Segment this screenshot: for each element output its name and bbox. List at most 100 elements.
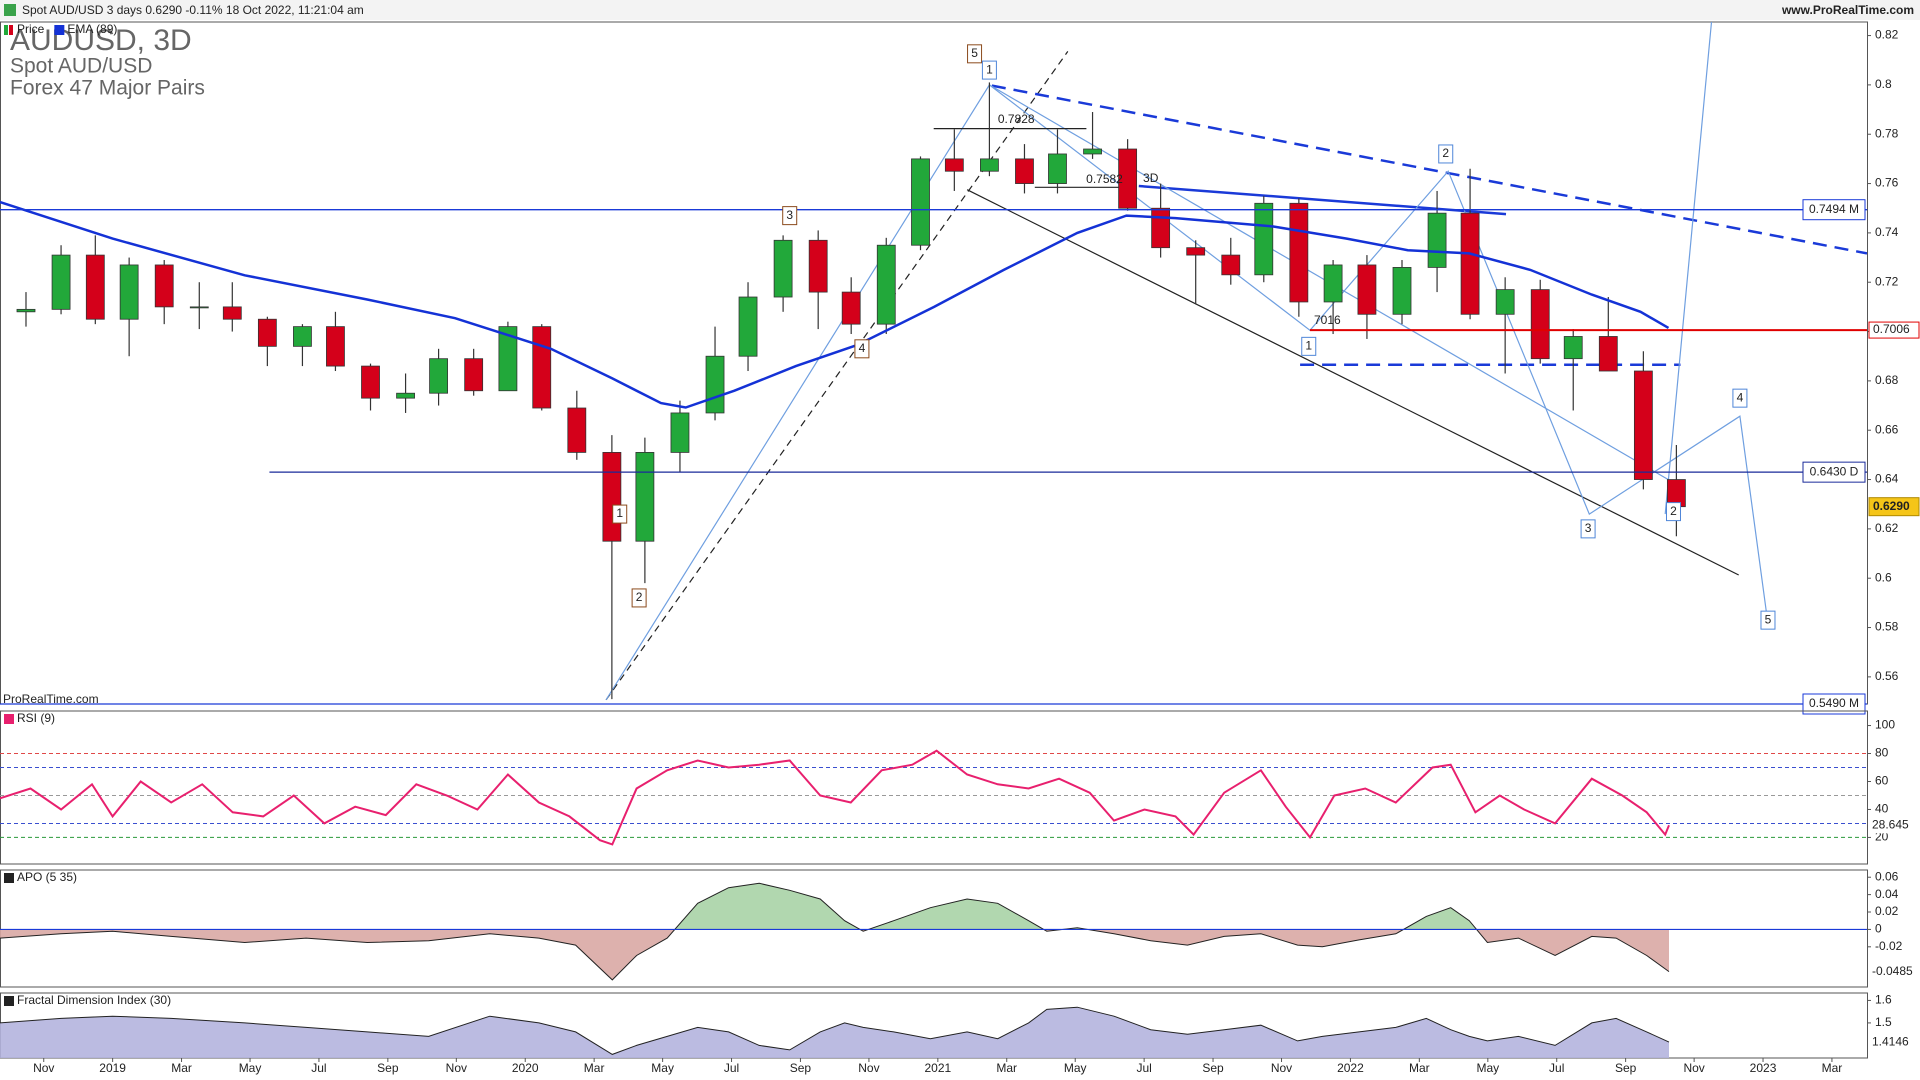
plot-area xyxy=(0,1006,1670,1058)
candle-body xyxy=(1254,202,1274,276)
legend-label: RSI (9) xyxy=(17,711,55,725)
trendline xyxy=(605,84,1769,701)
candle-body xyxy=(51,254,71,310)
header-icon xyxy=(4,4,16,16)
x-tick-label: Nov xyxy=(1683,1061,1704,1075)
wave-label-box xyxy=(612,504,628,524)
x-tick-label: 2020 xyxy=(512,1061,539,1075)
area-fill xyxy=(0,929,1669,980)
x-tick-label: 2021 xyxy=(924,1061,951,1075)
candle-body xyxy=(1598,336,1618,372)
plot-area xyxy=(0,882,1867,981)
wave-label-box xyxy=(981,60,997,80)
candle-body xyxy=(1083,148,1102,155)
x-tick-label: May xyxy=(1064,1061,1087,1075)
x-tick-label: Mar xyxy=(1409,1061,1430,1075)
x-tick-label: Jul xyxy=(311,1061,326,1075)
legend-label: Price xyxy=(17,22,45,36)
y-tick-label: 0.82 xyxy=(1875,28,1899,42)
legend-swatch xyxy=(54,25,65,35)
wave-label-box xyxy=(1665,502,1681,522)
level-label: 0.7494 M xyxy=(1809,202,1859,216)
candle-body xyxy=(841,291,861,325)
candle-body xyxy=(1118,148,1138,209)
last-price-box xyxy=(1868,497,1920,517)
candle-body xyxy=(1357,264,1377,315)
x-tick-label: Jul xyxy=(1136,1061,1151,1075)
rsi-line xyxy=(0,749,1670,846)
candle-body xyxy=(1633,370,1653,480)
level-label-box xyxy=(1802,461,1866,483)
candle-body xyxy=(464,358,484,392)
x-tick-label: Mar xyxy=(1822,1061,1843,1075)
wave-label: 4 xyxy=(859,341,866,355)
y-tick-label: 60 xyxy=(1875,774,1889,788)
x-tick-label: May xyxy=(239,1061,262,1075)
x-tick-label: Mar xyxy=(584,1061,605,1075)
trendline xyxy=(605,51,1069,701)
level-label-box xyxy=(1868,321,1920,339)
y-tick-label: 0.68 xyxy=(1875,373,1899,387)
ema-line xyxy=(0,200,1670,409)
header-bar xyxy=(0,0,1920,20)
wave-label-box xyxy=(1732,388,1748,408)
y-tick-label: 100 xyxy=(1875,718,1895,732)
x-tick-label: Sep xyxy=(1202,1061,1224,1075)
x-tick-label: 2022 xyxy=(1337,1061,1364,1075)
chart-title: AUDUSD, 3D xyxy=(10,24,192,57)
x-tick-label: Jul xyxy=(1549,1061,1564,1075)
x-tick-label: Mar xyxy=(171,1061,192,1075)
candle-body xyxy=(944,158,964,172)
last-value-box xyxy=(1869,963,1919,980)
wave-label: 3 xyxy=(786,208,793,222)
candle-body xyxy=(429,358,448,394)
candle-body xyxy=(85,254,105,320)
wave-label: 2 xyxy=(636,590,643,604)
candle-body xyxy=(1221,254,1241,276)
last-value-box xyxy=(1869,1034,1919,1051)
wave-label-box xyxy=(1301,336,1317,356)
y-tick-label: 0.06 xyxy=(1875,869,1899,883)
level-label: 0.5490 M xyxy=(1809,696,1859,710)
panel-frame xyxy=(0,869,1868,988)
candle-body xyxy=(738,296,758,357)
y-tick-label: 40 xyxy=(1875,802,1889,816)
candle-body xyxy=(396,392,415,399)
candle-body xyxy=(1495,289,1515,315)
y-tick-label: -0.02 xyxy=(1875,939,1903,953)
area-fill xyxy=(0,883,1669,930)
legend-swatch xyxy=(4,996,14,1006)
candle-body xyxy=(911,158,930,246)
y-tick-label: 0.56 xyxy=(1875,669,1899,683)
candle-body xyxy=(1392,267,1412,315)
candle-body xyxy=(1323,264,1343,303)
candle-body xyxy=(222,306,242,320)
wave-label: 2 xyxy=(1442,146,1449,160)
wave-label-box xyxy=(631,588,647,608)
level-label-box xyxy=(1802,693,1866,715)
candle-body xyxy=(567,407,587,453)
wave-label-box xyxy=(854,339,870,359)
candle-body xyxy=(876,244,896,325)
candle-body xyxy=(1151,207,1171,249)
x-tick-label: 2019 xyxy=(99,1061,126,1075)
last-value-label: -0.0485 xyxy=(1872,964,1913,978)
y-tick-label: 0.6 xyxy=(1875,570,1892,584)
y-tick-label: 80 xyxy=(1875,746,1889,760)
wave-label-box xyxy=(1760,610,1776,630)
y-tick-label: 0.04 xyxy=(1875,887,1899,901)
candle-body xyxy=(808,239,828,293)
annotation: 0.7582 xyxy=(1086,172,1123,186)
legend-label: EMA (89) xyxy=(67,22,117,36)
y-tick-label: 0.8 xyxy=(1875,77,1892,91)
candle-body xyxy=(1048,153,1067,184)
y-tick-label: 0.02 xyxy=(1875,904,1899,918)
wave-label: 2 xyxy=(1670,504,1677,518)
indicator-line xyxy=(0,882,1670,981)
candle-body xyxy=(1530,289,1550,360)
level-label-box xyxy=(1802,199,1866,221)
panel-frame xyxy=(0,710,1868,865)
candle-body xyxy=(119,264,139,320)
wave-label: 5 xyxy=(971,46,978,60)
